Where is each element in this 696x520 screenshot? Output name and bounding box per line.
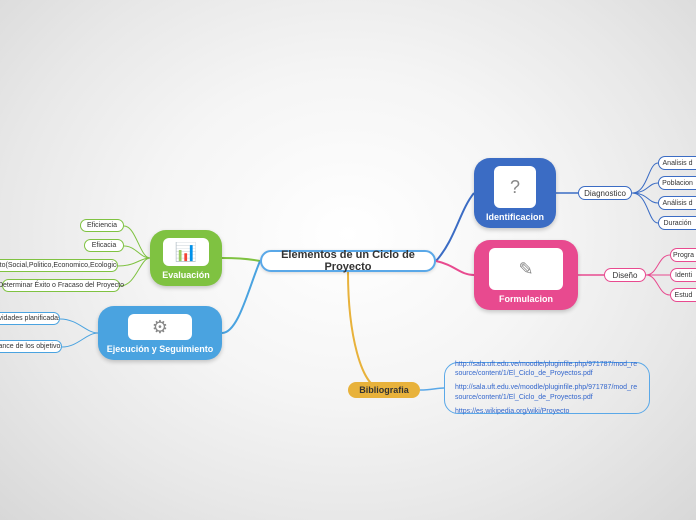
connector (62, 333, 98, 347)
connector (118, 258, 150, 266)
evaluacion-leaf[interactable]: Eficacia (84, 239, 124, 252)
formulacion-leaf[interactable]: Estud (670, 288, 696, 302)
connector (646, 275, 670, 295)
connector (222, 261, 260, 333)
formulacion-icon: ✎ (489, 248, 563, 290)
identificacion-leaf[interactable]: Análisis d (658, 196, 696, 210)
connector (632, 193, 658, 203)
branch-identificacion[interactable]: ? Identificacion (474, 158, 556, 228)
bibliografia-pill[interactable]: Bibliografia (348, 382, 420, 398)
branch-ejecucion[interactable]: ⚙ Ejecución y Seguimiento (98, 306, 222, 360)
identificacion-leaf[interactable]: Duración (658, 216, 696, 230)
connector (632, 163, 658, 193)
connector (120, 258, 150, 286)
ejecucion-leaf[interactable]: avance de los objetivos (0, 340, 62, 353)
diseno-pill[interactable]: Diseño (604, 268, 646, 282)
evaluacion-leaf[interactable]: Determinar Éxito o Fracaso del Proyecto (2, 279, 120, 292)
ejecucion-leaf[interactable]: ctividades planificadas (0, 312, 60, 325)
identificacion-icon: ? (494, 166, 536, 208)
branch-evaluacion[interactable]: 📊 Evaluación (150, 230, 222, 286)
connector (646, 255, 670, 275)
ejecucion-label: Ejecución y Seguimiento (107, 344, 214, 354)
formulacion-label: Formulacion (499, 294, 553, 304)
evaluacion-label: Evaluación (162, 270, 210, 280)
diagnostico-pill[interactable]: Diagnostico (578, 186, 632, 200)
ejecucion-icon: ⚙ (128, 314, 192, 340)
bibliografia-box: http://sala.uft.edu.ve/moodle/pluginfile… (444, 362, 650, 414)
connector (436, 261, 474, 275)
evaluacion-icon: 📊 (163, 238, 209, 266)
bibliografia-link[interactable]: http://sala.uft.edu.ve/moodle/pluginfile… (455, 383, 639, 403)
connector (222, 258, 260, 261)
connector (420, 388, 444, 390)
identificacion-leaf[interactable]: Analisis d (658, 156, 696, 170)
connector (436, 193, 474, 261)
identificacion-label: Identificacion (486, 212, 544, 222)
connector (124, 226, 150, 258)
center-node[interactable]: Elementos de un Ciclo de Proyecto (260, 250, 436, 272)
connector (632, 183, 658, 193)
bibliografia-link[interactable]: https://es.wikipedia.org/wiki/Proyecto (455, 407, 569, 417)
formulacion-leaf[interactable]: Progra (670, 248, 696, 262)
connector (124, 246, 150, 258)
evaluacion-leaf[interactable]: Eficiencia (80, 219, 124, 232)
identificacion-leaf[interactable]: Poblacion (658, 176, 696, 190)
connector (348, 272, 384, 390)
connector (632, 193, 658, 223)
branch-formulacion[interactable]: ✎ Formulacion (474, 240, 578, 310)
connector (60, 319, 98, 333)
formulacion-leaf[interactable]: Identi (670, 268, 696, 282)
evaluacion-leaf[interactable]: pacto(Social,Politico,Economico,Ecologic… (0, 259, 118, 272)
bibliografia-link[interactable]: http://sala.uft.edu.ve/moodle/pluginfile… (455, 360, 639, 380)
